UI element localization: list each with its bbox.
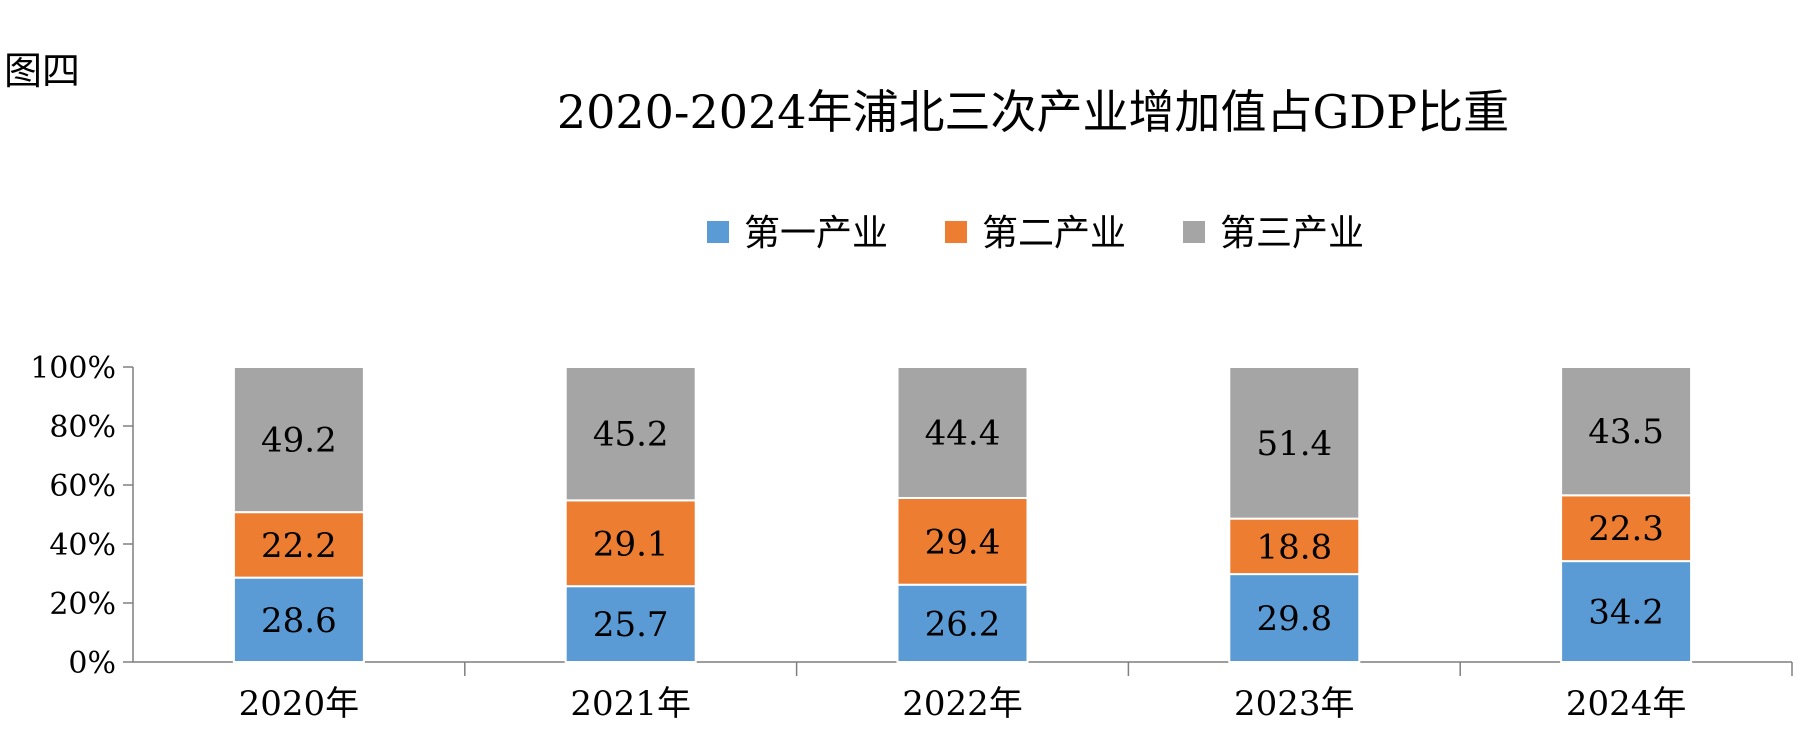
bar-segment-1 bbox=[1228, 573, 1361, 664]
x-tick-label: 2023年 bbox=[1234, 684, 1355, 724]
bar-segment-1 bbox=[896, 583, 1029, 664]
bar-group-2: 25.7 29.1 45.2 bbox=[564, 366, 697, 663]
y-tick-label: 40% bbox=[49, 528, 116, 563]
legend-swatch-2 bbox=[945, 221, 967, 243]
y-tick-label: 60% bbox=[49, 469, 116, 504]
plot-area: 0%20%40%60%80%100%28.622.249.22020年25.72… bbox=[30, 351, 1793, 724]
bar-segment-3 bbox=[1228, 366, 1361, 520]
bar-segment-3 bbox=[232, 366, 365, 514]
bar-segment-2 bbox=[1560, 494, 1693, 563]
y-tick-label: 100% bbox=[30, 351, 116, 386]
data-label-1: 28.6 bbox=[261, 601, 337, 641]
bar-segment-1 bbox=[232, 576, 365, 664]
x-tick-label: 2020年 bbox=[239, 684, 360, 724]
data-label-1: 26.2 bbox=[925, 604, 1001, 644]
bar-segment-3 bbox=[896, 366, 1029, 499]
bar-segment-1 bbox=[564, 585, 697, 663]
bar-group-1: 28.6 22.2 49.2 bbox=[232, 366, 365, 664]
x-tick-label: 2024年 bbox=[1566, 684, 1687, 724]
bar-segment-2 bbox=[564, 499, 697, 588]
data-label-3: 43.5 bbox=[1588, 412, 1664, 452]
x-tick-label: 2021年 bbox=[570, 684, 691, 724]
x-tick-label: 2022年 bbox=[902, 684, 1023, 724]
bar-segment-3 bbox=[1560, 366, 1693, 497]
y-tick-label: 20% bbox=[49, 587, 116, 622]
bar-group-4: 29.8 18.8 51.4 bbox=[1228, 366, 1361, 664]
data-label-2: 29.1 bbox=[593, 524, 669, 564]
data-label-2: 29.4 bbox=[925, 522, 1001, 562]
bar-segment-2 bbox=[896, 496, 1029, 586]
data-label-2: 18.8 bbox=[1256, 527, 1332, 567]
bar-group-5: 34.2 22.3 43.5 bbox=[1560, 366, 1693, 663]
bar-segment-2 bbox=[1228, 517, 1361, 576]
legend-label-2: 第二产业 bbox=[982, 213, 1126, 254]
data-label-1: 25.7 bbox=[593, 605, 669, 645]
figure-label: 图四 bbox=[4, 49, 80, 93]
data-label-3: 44.4 bbox=[925, 413, 1001, 453]
bar-segment-1 bbox=[1560, 560, 1693, 663]
legend-label-3: 第三产业 bbox=[1220, 213, 1364, 254]
y-tick-label: 80% bbox=[49, 410, 116, 445]
data-label-3: 51.4 bbox=[1256, 424, 1332, 464]
data-label-1: 34.2 bbox=[1588, 593, 1664, 633]
bar-group-3: 26.2 29.4 44.4 bbox=[896, 366, 1029, 664]
legend-swatch-3 bbox=[1183, 221, 1205, 243]
data-label-1: 29.8 bbox=[1256, 599, 1332, 639]
chart-title: 2020-2024年浦北三次产业增加值占GDP比重 bbox=[557, 85, 1509, 139]
data-label-2: 22.2 bbox=[261, 526, 337, 566]
bar-segment-2 bbox=[232, 511, 365, 579]
data-label-3: 45.2 bbox=[593, 415, 669, 455]
legend-label-1: 第一产业 bbox=[744, 213, 888, 254]
bar-segment-3 bbox=[564, 366, 697, 502]
legend: 第一产业 第二产业 第三产业 bbox=[707, 213, 1364, 254]
data-label-3: 49.2 bbox=[261, 421, 337, 461]
y-tick-label: 0% bbox=[68, 646, 116, 681]
data-label-2: 22.3 bbox=[1588, 509, 1664, 549]
legend-swatch-1 bbox=[707, 221, 729, 243]
